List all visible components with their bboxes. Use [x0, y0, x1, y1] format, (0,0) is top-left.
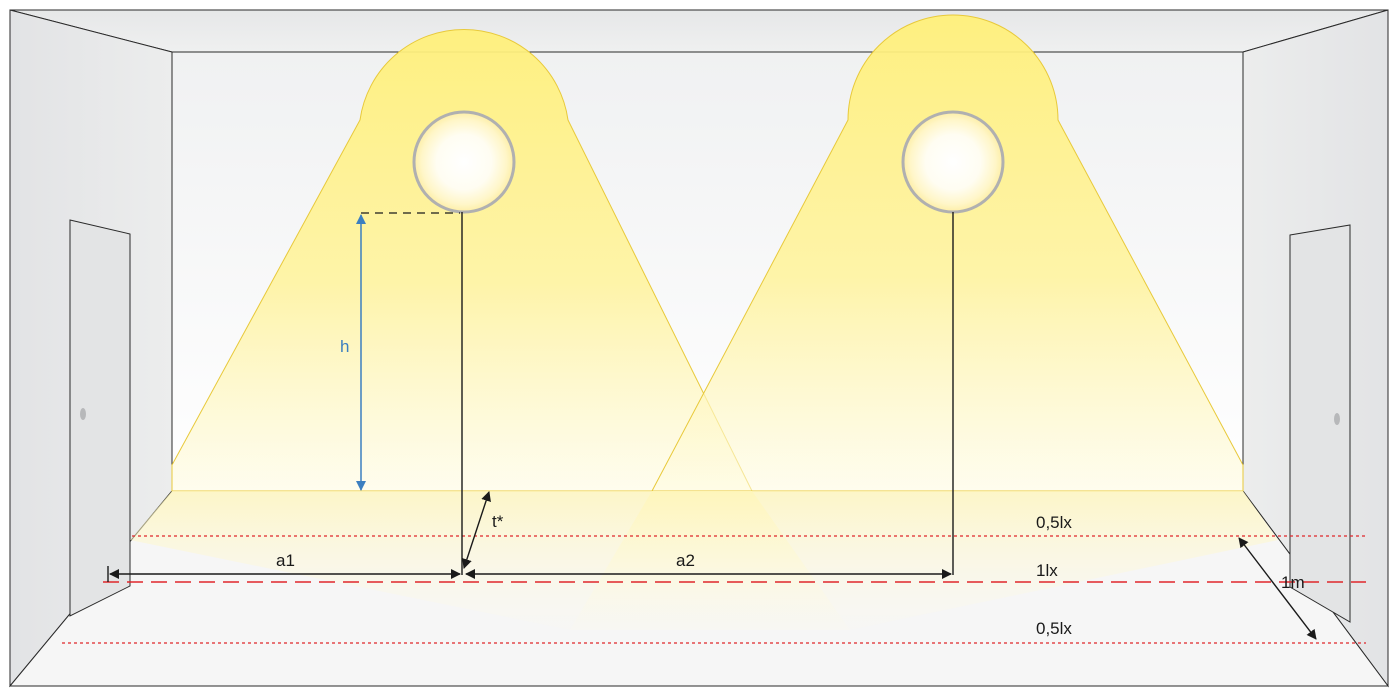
luminaire-right [903, 112, 1003, 212]
a2-label: a2 [676, 551, 695, 570]
width-label: 1m [1281, 573, 1305, 592]
height-label: h [340, 337, 349, 356]
ceiling [10, 10, 1388, 52]
luminaire-left [414, 112, 514, 212]
left-door [70, 220, 130, 616]
illuminance-label-upper: 0,5lx [1036, 513, 1072, 532]
left-door-handle [80, 408, 86, 420]
illuminance-label-center: 1lx [1036, 561, 1058, 580]
illuminance-label-lower: 0,5lx [1036, 619, 1072, 638]
right-door [1290, 225, 1350, 622]
a1-label: a1 [276, 551, 295, 570]
right-door-handle [1334, 413, 1340, 425]
tilt-label: t* [492, 512, 504, 531]
